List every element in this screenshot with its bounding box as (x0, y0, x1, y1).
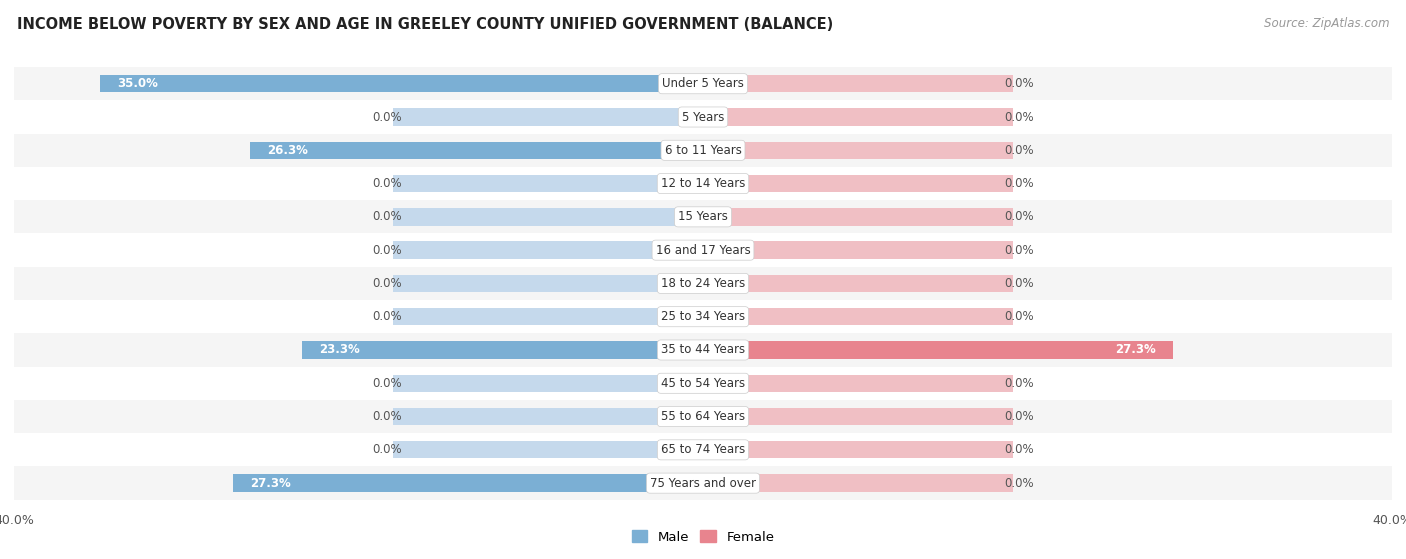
Text: 0.0%: 0.0% (1004, 443, 1033, 456)
Text: 0.0%: 0.0% (1004, 77, 1033, 90)
Legend: Male, Female: Male, Female (626, 525, 780, 549)
Bar (14, 200, 1392, 234)
Bar (392, 408, 703, 425)
Bar (703, 475, 1012, 492)
Text: 27.3%: 27.3% (1115, 343, 1156, 357)
Text: 35.0%: 35.0% (117, 77, 159, 90)
Text: 0.0%: 0.0% (373, 443, 402, 456)
Text: 65 to 74 Years: 65 to 74 Years (661, 443, 745, 456)
Bar (392, 141, 703, 159)
Text: INCOME BELOW POVERTY BY SEX AND AGE IN GREELEY COUNTY UNIFIED GOVERNMENT (BALANC: INCOME BELOW POVERTY BY SEX AND AGE IN G… (17, 17, 834, 32)
Bar (14, 101, 1392, 134)
Text: 0.0%: 0.0% (1004, 144, 1033, 157)
Bar (392, 375, 703, 392)
Text: 0.0%: 0.0% (373, 377, 402, 390)
Text: 55 to 64 Years: 55 to 64 Years (661, 410, 745, 423)
Text: 0.0%: 0.0% (1004, 177, 1033, 190)
Bar (392, 308, 703, 325)
Bar (703, 308, 1012, 325)
Text: 0.0%: 0.0% (1004, 111, 1033, 124)
Bar (703, 241, 1012, 259)
Text: 0.0%: 0.0% (1004, 210, 1033, 224)
Text: 0.0%: 0.0% (373, 244, 402, 257)
Text: 0.0%: 0.0% (1004, 277, 1033, 290)
Text: 0.0%: 0.0% (1004, 477, 1033, 490)
Text: 26.3%: 26.3% (267, 144, 308, 157)
Bar (703, 342, 1012, 359)
Bar (703, 441, 1012, 458)
Bar (392, 342, 703, 359)
Text: 0.0%: 0.0% (373, 277, 402, 290)
Bar (703, 108, 1012, 126)
Bar (703, 175, 1012, 192)
Bar (14, 134, 1392, 167)
Bar (703, 275, 1012, 292)
Bar (14, 467, 1392, 500)
Bar (703, 75, 1012, 92)
Text: 75 Years and over: 75 Years and over (650, 477, 756, 490)
Bar (392, 208, 703, 225)
Bar (392, 75, 703, 92)
Text: 0.0%: 0.0% (373, 177, 402, 190)
Bar (703, 141, 1012, 159)
Text: 27.3%: 27.3% (250, 477, 291, 490)
Text: 45 to 54 Years: 45 to 54 Years (661, 377, 745, 390)
Bar (250, 141, 703, 159)
Text: 16 and 17 Years: 16 and 17 Years (655, 244, 751, 257)
Bar (14, 433, 1392, 467)
Bar (392, 275, 703, 292)
Bar (392, 441, 703, 458)
Text: 0.0%: 0.0% (373, 410, 402, 423)
Bar (14, 267, 1392, 300)
Text: 5 Years: 5 Years (682, 111, 724, 124)
Text: 0.0%: 0.0% (373, 210, 402, 224)
Bar (703, 408, 1012, 425)
Text: 6 to 11 Years: 6 to 11 Years (665, 144, 741, 157)
Text: Source: ZipAtlas.com: Source: ZipAtlas.com (1264, 17, 1389, 30)
Bar (14, 400, 1392, 433)
Text: 0.0%: 0.0% (1004, 410, 1033, 423)
Text: 23.3%: 23.3% (319, 343, 360, 357)
Bar (392, 108, 703, 126)
Bar (100, 75, 703, 92)
Text: 25 to 34 Years: 25 to 34 Years (661, 310, 745, 323)
Bar (703, 342, 1173, 359)
Bar (14, 234, 1392, 267)
Bar (14, 333, 1392, 367)
Text: Under 5 Years: Under 5 Years (662, 77, 744, 90)
Bar (703, 208, 1012, 225)
Bar (14, 367, 1392, 400)
Bar (392, 475, 703, 492)
Text: 35 to 44 Years: 35 to 44 Years (661, 343, 745, 357)
Bar (14, 167, 1392, 200)
Bar (14, 67, 1392, 101)
Bar (302, 342, 703, 359)
Bar (233, 475, 703, 492)
Text: 0.0%: 0.0% (1004, 377, 1033, 390)
Bar (14, 300, 1392, 333)
Text: 0.0%: 0.0% (373, 111, 402, 124)
Bar (392, 241, 703, 259)
Bar (392, 175, 703, 192)
Text: 0.0%: 0.0% (1004, 244, 1033, 257)
Text: 18 to 24 Years: 18 to 24 Years (661, 277, 745, 290)
Bar (703, 375, 1012, 392)
Text: 0.0%: 0.0% (373, 310, 402, 323)
Text: 0.0%: 0.0% (1004, 310, 1033, 323)
Text: 12 to 14 Years: 12 to 14 Years (661, 177, 745, 190)
Text: 15 Years: 15 Years (678, 210, 728, 224)
